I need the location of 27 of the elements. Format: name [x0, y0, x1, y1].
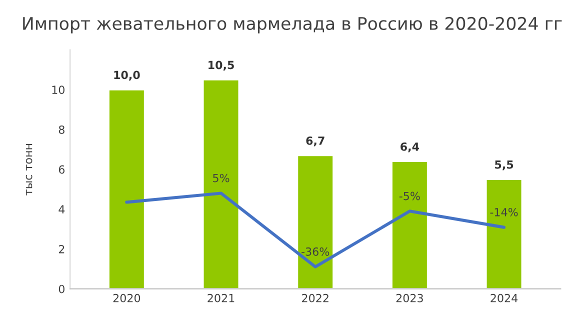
data-label: 6,4: [400, 142, 420, 152]
chart-title: Импорт жевательного мармелада в Россию в 2020-2024 гг: [23, 16, 562, 34]
x-tick-label: 2021: [208, 294, 234, 302]
data-label: 5,5: [495, 160, 514, 170]
y-tick-label: 6: [58, 165, 65, 174]
y-tick-label: 2: [58, 244, 64, 254]
y-tick-label: 0: [58, 284, 64, 294]
y-tick-label: 10: [52, 86, 64, 94]
bar: [108, 88, 146, 289]
bar: [485, 178, 523, 289]
data-label: 10,0: [114, 70, 140, 81]
x-tick-label: 2023: [396, 294, 423, 302]
data-label: 5%: [213, 174, 230, 182]
bar: [391, 160, 428, 289]
data-label: -36%: [302, 247, 330, 256]
x-tick-label: 2024: [490, 294, 518, 302]
bar: [296, 154, 334, 289]
y-axis-title: тыс тонн: [26, 144, 32, 196]
data-label: 10,5: [208, 60, 234, 71]
data-label: -5%: [399, 192, 420, 200]
data-label: 6,7: [306, 136, 324, 146]
x-tick-label: 2022: [302, 294, 328, 302]
bar: [202, 78, 240, 289]
data-label: -14%: [490, 208, 518, 216]
x-tick-label: 2020: [113, 294, 140, 302]
y-tick-label: 8: [58, 125, 64, 134]
y-tick-label: 4: [58, 205, 65, 214]
